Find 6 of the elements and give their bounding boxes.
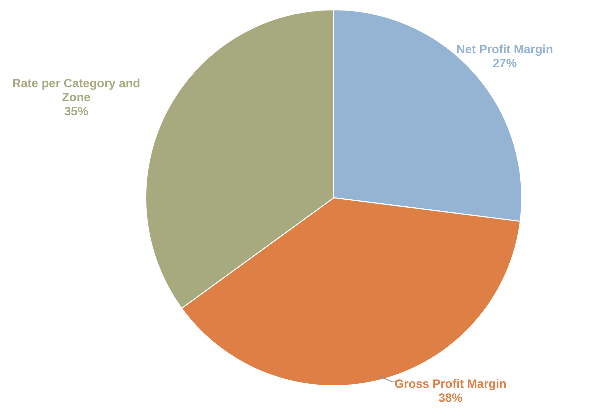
data-label: 38% xyxy=(438,391,464,406)
slice-label: Gross Profit Margin xyxy=(394,377,507,392)
data-label: 35% xyxy=(64,104,89,119)
slice-label: Net Profit Margin xyxy=(456,42,554,57)
data-label: 27% xyxy=(493,56,518,71)
slice-label: Rate per Category and Zone xyxy=(12,76,141,105)
